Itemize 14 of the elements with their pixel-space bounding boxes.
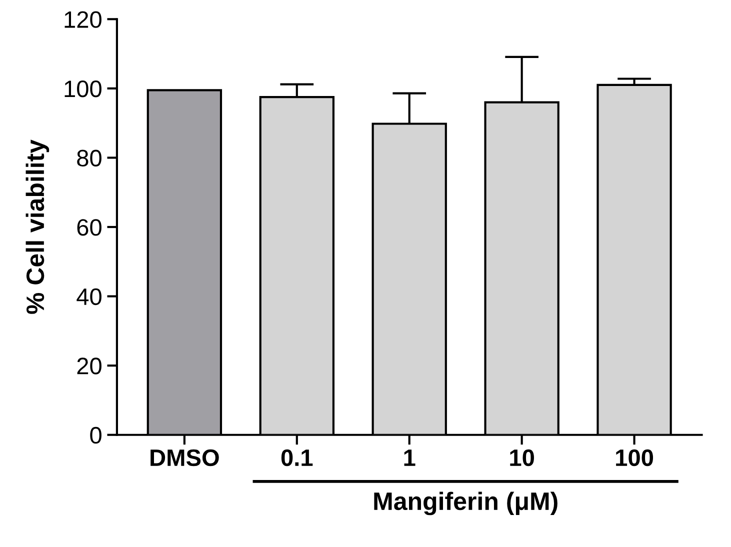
x-tick-label: DMSO — [150, 449, 219, 466]
x-tick-label: 0.1 — [281, 449, 313, 466]
y-tick-label: 120 — [64, 11, 102, 28]
y-tick-label: 80 — [77, 150, 102, 167]
x-tick-label: 10 — [510, 449, 534, 466]
y-tick-label: 20 — [77, 358, 102, 374]
x-axis-title: Mangiferin (μM) — [374, 492, 558, 516]
x-tick-label: 1 — [404, 450, 416, 466]
x-tick-label: 100 — [616, 449, 654, 466]
y-tick-label: 0 — [90, 426, 102, 444]
y-tick-label: 100 — [64, 80, 102, 98]
y-axis-title: % Cell viability — [26, 140, 50, 314]
y-tick-label: 60 — [77, 219, 102, 236]
y-tick-label: 40 — [76, 288, 102, 306]
